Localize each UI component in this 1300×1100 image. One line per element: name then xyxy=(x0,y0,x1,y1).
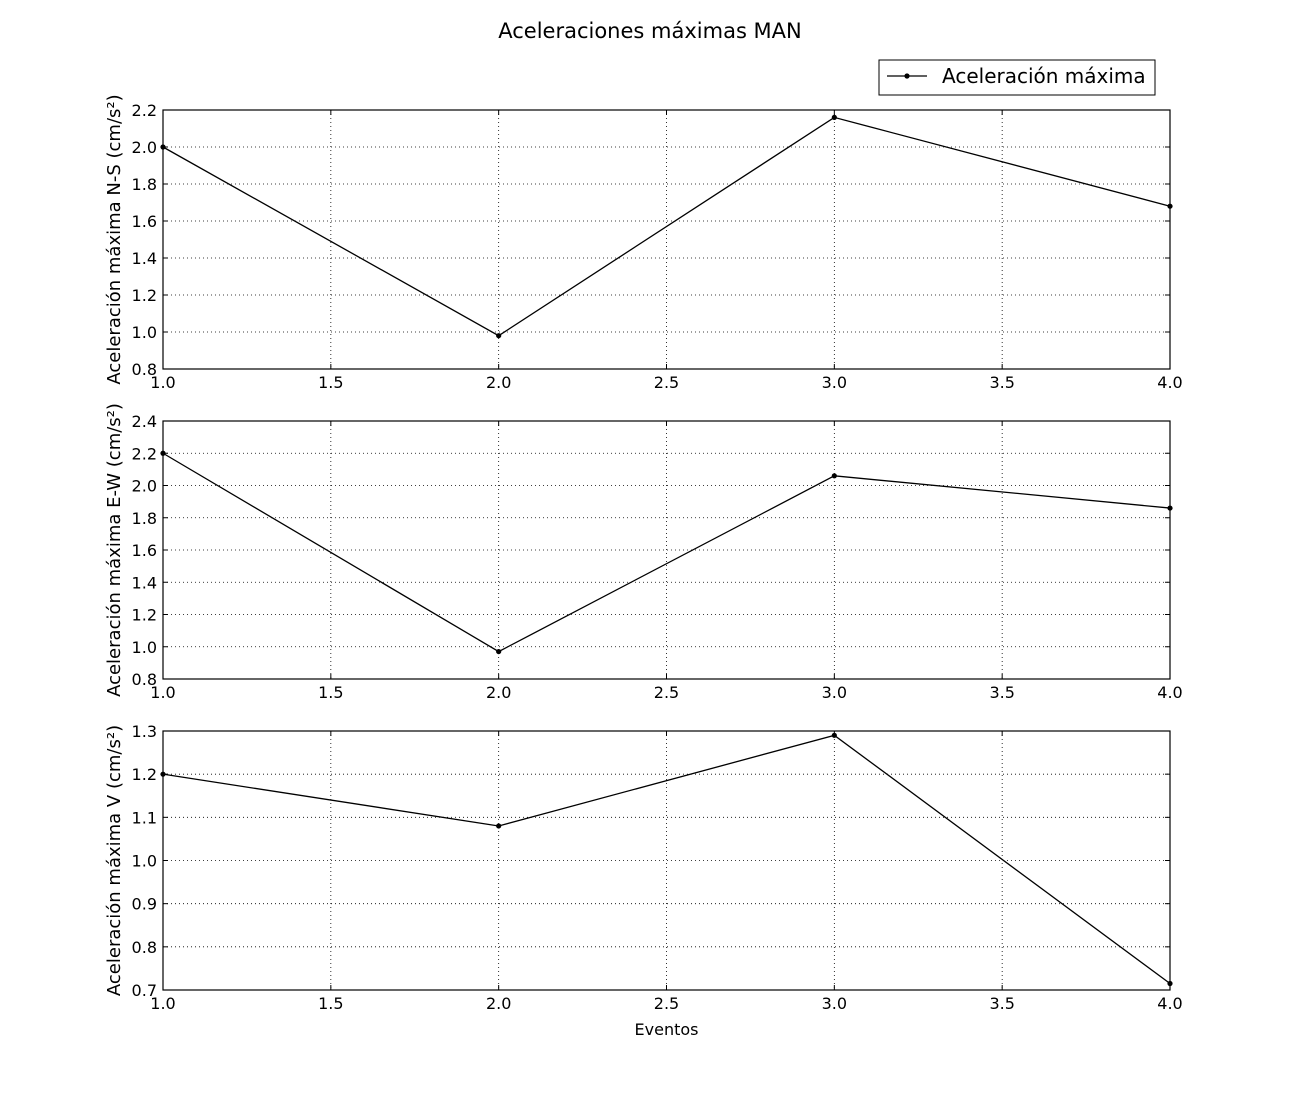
y-tick-label: 0.7 xyxy=(132,981,157,1000)
x-tick-label: 3.0 xyxy=(822,683,847,702)
legend-label: Aceleración máxima xyxy=(942,64,1146,88)
series-line xyxy=(162,452,1171,653)
y-tick-label: 1.8 xyxy=(132,509,157,528)
subplot-3: 1.0 1.5 2.0 2.5 3.0 3.5 4.0 0.7 0.8 0.9 1.0 1.1 1.2 1… xyxy=(104,722,1183,1039)
chart-title: Aceleraciones máximas MAN xyxy=(498,19,802,43)
y-tick-label: 2.0 xyxy=(132,138,157,157)
x-tick-label: 1.0 xyxy=(150,683,175,702)
x-tick-label: 4.0 xyxy=(1157,683,1182,702)
x-tick-label: 1.5 xyxy=(318,994,343,1013)
series-line xyxy=(162,734,1171,985)
x-tick-label: 3.5 xyxy=(989,994,1014,1013)
y-tick-label: 1.4 xyxy=(132,573,157,592)
data-point xyxy=(1167,980,1173,987)
subplot-1: 1.0 1.5 2.0 2.5 3.0 3.5 4.00.81.01.21.41.61.82… xyxy=(104,94,1183,392)
data-point xyxy=(496,823,502,829)
x-tick-label: 3.0 xyxy=(822,994,847,1013)
data-point xyxy=(496,648,502,655)
series-line xyxy=(162,116,1171,337)
x-tick-label: 2.0 xyxy=(486,683,511,702)
y-tick-label: 1.2 xyxy=(132,606,157,625)
y-tick-label: 1.0 xyxy=(132,852,157,871)
data-point xyxy=(831,114,837,120)
x-tick-label: 4.0 xyxy=(1157,994,1182,1013)
y-tick-label: 1.1 xyxy=(132,808,157,827)
y-tick-label: 1.3 xyxy=(132,722,157,741)
y-tick-label: 0.8 xyxy=(132,670,157,689)
x-tick-label: 2.0 xyxy=(486,994,511,1013)
x-tick-label: 2.5 xyxy=(654,683,679,702)
subplot-2: 1.0 1.5 2.0 2.5 3.0 3.5 4.00.81.01.21.41.61.82… xyxy=(104,403,1183,702)
legend-marker-sample xyxy=(904,73,910,79)
y-tick-label: 2.2 xyxy=(132,444,157,463)
x-axis-title: Eventos xyxy=(635,1020,699,1039)
x-tick-label: 1.0 xyxy=(150,994,175,1013)
data-point xyxy=(160,771,166,777)
data-point xyxy=(160,144,166,150)
x-tick-label: 2.5 xyxy=(654,373,679,392)
data-point xyxy=(1167,203,1173,209)
data-point xyxy=(496,333,502,339)
legend-box xyxy=(878,59,1156,96)
y-tick-label: 1.8 xyxy=(132,175,157,194)
y-tick-label: 1.6 xyxy=(132,541,157,560)
y-axis-title: Aceleración máxima N-S (cm/s²) xyxy=(104,94,125,384)
data-point xyxy=(160,450,166,456)
y-tick-label: 2.4 xyxy=(132,412,157,431)
y-axis-title: Aceleración máxima E-W (cm/s²) xyxy=(104,403,125,697)
y-tick-label: 1.0 xyxy=(132,323,157,342)
y-tick-label: 1.2 xyxy=(132,286,157,305)
x-tick-label: 3.5 xyxy=(989,683,1014,702)
y-tick-label: 2.2 xyxy=(132,101,157,120)
y-axis-title: Aceleración máxima V (cm/s²) xyxy=(104,725,125,996)
y-tick-label: 0.8 xyxy=(132,360,157,379)
y-tick-label: 1.4 xyxy=(132,249,157,268)
subplots-group: 1.0 1.5 2.0 2.5 3.0 3.5 4.00.81.01.21.41.61.82… xyxy=(104,94,1183,1039)
x-tick-label: 1.5 xyxy=(318,683,343,702)
y-tick-label: 1.6 xyxy=(132,212,157,231)
legend: Aceleración máxima xyxy=(878,59,1156,96)
y-tick-label: 0.9 xyxy=(132,895,157,914)
x-tick-label: 3.5 xyxy=(989,373,1014,392)
data-point xyxy=(831,473,837,479)
data-point xyxy=(1167,505,1173,511)
y-tick-label: 0.8 xyxy=(132,938,157,957)
y-tick-label: 1.0 xyxy=(132,638,157,657)
y-tick-label: 1.2 xyxy=(132,765,157,784)
x-tick-label: 2.5 xyxy=(654,994,679,1013)
x-tick-label: 1.0 xyxy=(150,373,175,392)
x-tick-label: 3.0 xyxy=(822,373,847,392)
y-tick-label: 2.0 xyxy=(132,477,157,496)
x-tick-label: 4.0 xyxy=(1157,373,1182,392)
x-tick-label: 1.5 xyxy=(318,373,343,392)
data-point xyxy=(831,732,837,738)
x-tick-label: 2.0 xyxy=(486,373,511,392)
